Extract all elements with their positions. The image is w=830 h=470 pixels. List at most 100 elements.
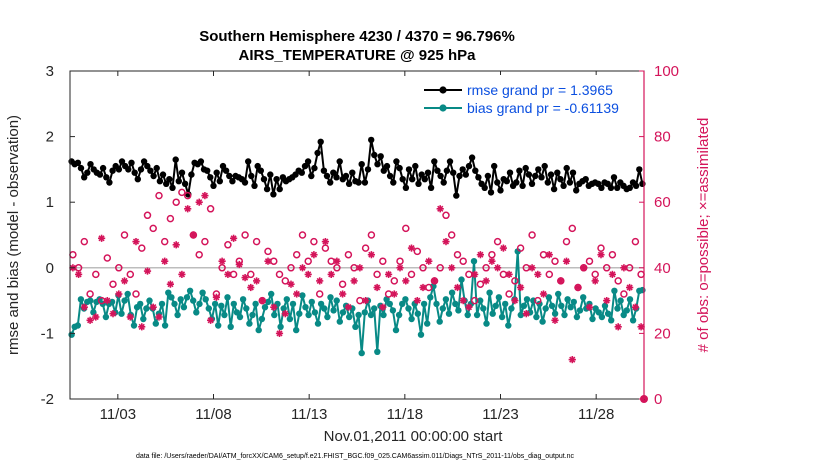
obs-possible-marker	[602, 264, 611, 272]
obs-assimilated-marker	[528, 264, 536, 272]
obs-assimilated-stroke	[488, 258, 495, 265]
obs-assimilated-marker	[580, 264, 588, 272]
obs-possible-marker	[143, 211, 152, 220]
rmse-point	[118, 158, 126, 165]
obs-assimilated-marker	[407, 244, 416, 252]
rmse-point	[554, 169, 561, 176]
rmse-point	[213, 169, 220, 176]
rmse-point	[418, 171, 425, 178]
rmse-point	[544, 179, 551, 186]
rmse-point	[260, 176, 268, 183]
obs-assimilated-marker	[115, 290, 123, 298]
rmse-point	[434, 167, 441, 174]
obs-possible-marker	[126, 270, 135, 279]
bias-point	[473, 311, 481, 319]
obs-assimilated-stroke	[351, 277, 358, 284]
rmse-point	[153, 164, 160, 172]
obs-assimilated-marker	[316, 277, 324, 285]
bias-point	[414, 310, 421, 317]
series-layer	[68, 136, 648, 403]
obs-assimilated-stroke	[316, 277, 323, 284]
rmse-point	[245, 158, 252, 165]
bias-point	[252, 300, 259, 308]
rmse-point	[383, 162, 391, 170]
obs-assimilated-stroke	[580, 264, 587, 271]
rmse-point	[144, 162, 151, 170]
rmse-point	[459, 166, 466, 173]
obs-assimilated-marker	[631, 303, 639, 311]
obs-possible-marker	[551, 257, 559, 265]
obs-assimilated-stroke	[442, 238, 450, 245]
x-tick-label: 11/28	[578, 406, 614, 423]
bias-point	[361, 309, 368, 316]
bias-point	[498, 313, 506, 321]
rmse-point	[125, 166, 132, 173]
bias-point	[567, 304, 574, 311]
bias-point	[427, 294, 434, 301]
bias-point	[395, 311, 403, 319]
rmse-point	[377, 153, 384, 160]
obs-assimilated-stroke	[115, 290, 122, 298]
obs-possible-marker	[315, 290, 324, 298]
obs-assimilated-stroke	[494, 264, 501, 271]
bias-point	[489, 310, 496, 317]
rmse-point	[342, 172, 350, 180]
rmse-point	[427, 184, 435, 191]
obs-assimilated-stroke	[477, 251, 484, 258]
obs-assimilated-marker	[396, 264, 404, 272]
rmse-point	[450, 169, 457, 176]
obs-assimilated-marker	[608, 270, 616, 278]
obs-assimilated-marker	[120, 277, 129, 285]
y-right-tick-label: 80	[654, 129, 671, 146]
rmse-point	[424, 169, 432, 176]
obs-possible-marker	[373, 270, 381, 279]
rmse-point	[207, 174, 214, 181]
bias-point	[233, 309, 241, 316]
rmse-point	[614, 184, 621, 191]
obs-possible-marker	[172, 198, 180, 206]
rmse-point	[333, 174, 340, 181]
rmse-point	[128, 159, 135, 166]
obs-assimilated-marker	[132, 238, 140, 246]
obs-assimilated-marker	[293, 290, 301, 298]
rmse-point	[103, 174, 110, 181]
obs-possible-marker	[379, 257, 387, 265]
obs-assimilated-stroke	[98, 235, 105, 242]
bias-point	[629, 317, 637, 324]
bias-point	[165, 289, 172, 296]
rmse-point	[251, 182, 258, 189]
bias-point	[639, 286, 646, 294]
rmse-point	[99, 164, 107, 172]
obs-assimilated-marker	[459, 297, 467, 305]
obs-assimilated-marker	[488, 257, 496, 265]
obs-assimilated-stroke	[224, 271, 231, 278]
rmse-point	[547, 171, 555, 178]
rmse-point	[327, 179, 334, 186]
obs-assimilated-marker	[350, 277, 358, 285]
rmse-point	[349, 169, 356, 176]
rmse-point	[166, 176, 173, 183]
obs-possible-marker	[160, 237, 169, 246]
bias-point	[205, 305, 212, 312]
rmse-point	[440, 179, 447, 186]
rmse-point	[156, 178, 164, 185]
bias-point	[561, 311, 568, 319]
obs-assimilated-marker	[230, 234, 238, 242]
y-axis-right-label: # of obs: o=possible; ×=assimilated	[695, 118, 712, 353]
obs-possible-marker	[287, 264, 295, 272]
rmse-point	[304, 158, 312, 165]
obs-assimilated-marker	[574, 283, 582, 292]
bias-point	[286, 315, 294, 323]
bias-point	[358, 349, 365, 357]
rmse-point	[254, 162, 261, 170]
bias-point	[196, 300, 203, 308]
rmse-point	[582, 176, 589, 183]
obs-assimilated-marker	[287, 280, 295, 288]
bias-point	[614, 305, 621, 312]
bias-point	[505, 322, 512, 329]
obs-assimilated-marker	[166, 280, 174, 288]
obs-assimilated-stroke	[574, 284, 582, 291]
obs-possible-marker	[264, 247, 272, 256]
obs-assimilated-stroke	[92, 313, 99, 321]
